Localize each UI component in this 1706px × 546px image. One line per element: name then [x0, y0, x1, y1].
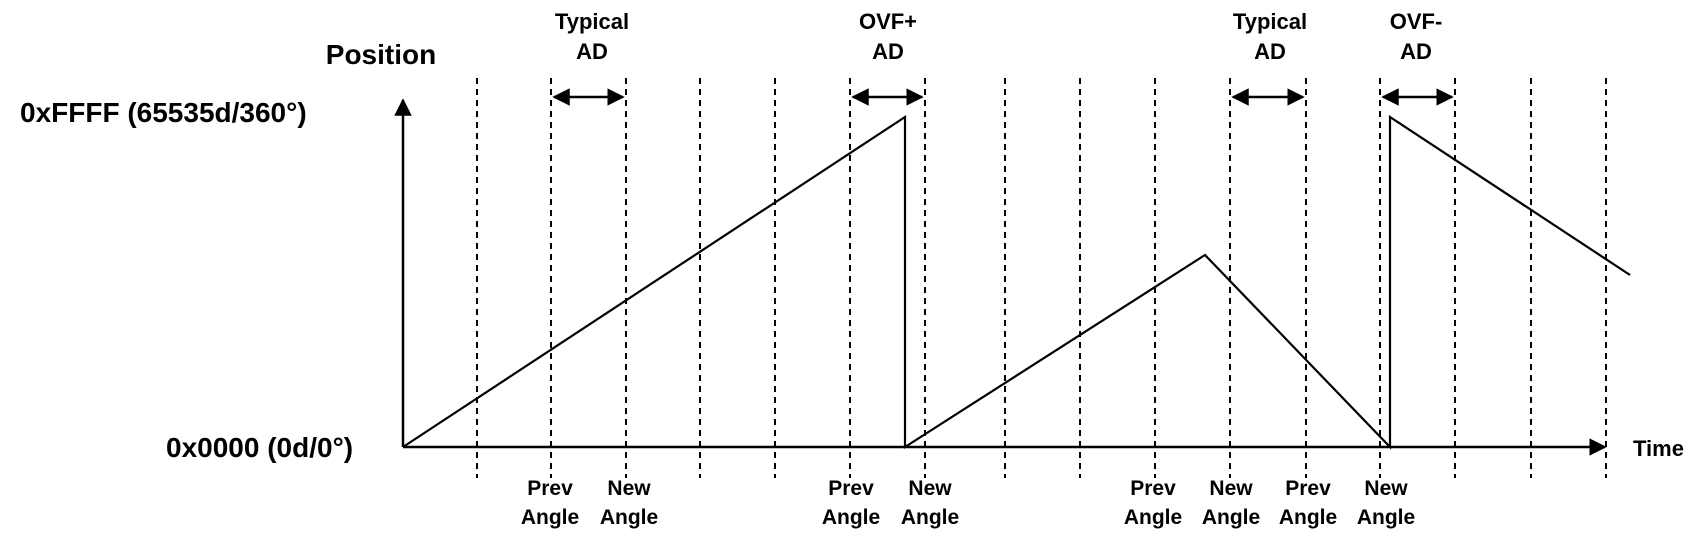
new-angle-label: New [1364, 477, 1408, 500]
new-angle-label: Angle [901, 506, 959, 529]
position-waveform [402, 114, 1631, 450]
ad-window-label: OVF- [1390, 9, 1443, 34]
x-axis-title: Time [1633, 436, 1684, 461]
y-max-label: 0xFFFF (65535d/360°) [20, 97, 307, 128]
prev-angle-label: Prev [527, 477, 573, 500]
new-angle-label: New [607, 477, 651, 500]
ad-window-label: AD [872, 39, 904, 64]
prev-angle-label: Prev [1285, 477, 1331, 500]
y-min-label: 0x0000 (0d/0°) [166, 432, 353, 463]
prev-angle-label: Angle [1279, 506, 1337, 529]
ad-window-label: OVF+ [859, 9, 917, 34]
new-angle-label: Angle [1357, 506, 1415, 529]
prev-angle-label: Angle [1124, 506, 1182, 529]
angle-labels: Prev Angle New Angle Prev Angle New Angl… [521, 477, 1415, 529]
time-grid [476, 78, 1607, 478]
prev-angle-label: Angle [521, 506, 579, 529]
ad-window-label: Typical [1233, 9, 1307, 34]
new-angle-label: New [1209, 477, 1253, 500]
new-angle-label: Angle [1202, 506, 1260, 529]
new-angle-label: New [908, 477, 952, 500]
y-axis-title: Position [326, 39, 436, 70]
new-angle-label: Angle [600, 506, 658, 529]
ad-window-label: Typical [555, 9, 629, 34]
prev-angle-label: Angle [822, 506, 880, 529]
prev-angle-label: Prev [1130, 477, 1176, 500]
ad-window-label: AD [1400, 39, 1432, 64]
ad-window-label: AD [1254, 39, 1286, 64]
ad-window-label: AD [576, 39, 608, 64]
ad-window-labels: Typical AD OVF+ AD Typical AD OVF- AD [555, 9, 1442, 64]
prev-angle-label: Prev [828, 477, 874, 500]
